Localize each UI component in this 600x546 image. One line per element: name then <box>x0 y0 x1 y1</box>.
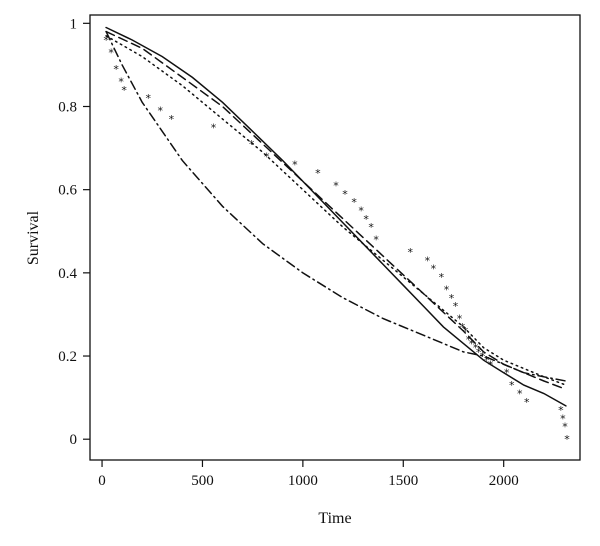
data-point-star: * <box>368 221 374 234</box>
x-tick-label: 1500 <box>388 473 418 489</box>
y-tick-label: 0 <box>70 432 78 448</box>
data-point-star: * <box>453 300 459 313</box>
data-point-star: * <box>108 46 114 59</box>
data-point-star: * <box>509 379 515 392</box>
data-point-star: * <box>476 346 482 359</box>
y-axis-label: Survival <box>25 210 42 265</box>
data-point-star: * <box>460 321 466 334</box>
y-tick-label: 1 <box>70 16 78 32</box>
data-point-star: * <box>449 292 455 305</box>
data-point-star: * <box>113 63 119 76</box>
data-point-star: * <box>564 433 570 446</box>
y-tick-label: 0.2 <box>58 349 77 365</box>
data-point-star: * <box>292 159 298 172</box>
data-point-star: * <box>431 263 437 276</box>
data-point-star: * <box>342 188 348 201</box>
data-point-star: * <box>103 34 109 47</box>
data-point-star: * <box>457 313 463 326</box>
x-tick-label: 2000 <box>489 473 519 489</box>
x-tick-label: 500 <box>191 473 214 489</box>
data-point-star: * <box>169 113 175 126</box>
solid-curve <box>105 26 567 407</box>
data-point-star: * <box>439 271 445 284</box>
data-point-star: * <box>466 333 472 346</box>
y-tick-label: 0.8 <box>58 99 77 115</box>
data-point-star: * <box>118 76 124 89</box>
dotted-curve <box>105 35 567 386</box>
x-axis: 0 500 1000 1500 2000 <box>98 460 519 489</box>
y-axis: 0 0.2 0.4 0.6 0.8 1 <box>58 16 90 448</box>
data-point-star: * <box>469 338 475 351</box>
data-point-star: * <box>249 138 255 151</box>
data-point-star: * <box>560 412 566 425</box>
data-point-star: * <box>408 246 414 259</box>
data-point-star: * <box>158 105 164 118</box>
data-point-star: * <box>363 213 369 226</box>
dash-dot-curve <box>105 30 567 382</box>
x-tick-label: 0 <box>98 473 106 489</box>
data-point-star: * <box>524 396 530 409</box>
data-point-star: * <box>517 387 523 400</box>
data-point-star: * <box>484 354 490 367</box>
x-axis-label: Time <box>318 510 351 527</box>
y-tick-label: 0.6 <box>58 183 77 199</box>
data-point-star: * <box>562 421 568 434</box>
data-point-star: * <box>444 283 450 296</box>
x-tick-label: 1000 <box>288 473 318 489</box>
data-point-star: * <box>504 367 510 380</box>
data-point-star: * <box>211 121 217 134</box>
data-point-star: * <box>425 254 431 267</box>
series-layer: ****************************************… <box>103 26 570 446</box>
data-point-star: * <box>315 167 321 180</box>
data-point-star: * <box>480 350 486 363</box>
data-point-star: * <box>333 180 339 193</box>
data-point-star: * <box>351 196 357 209</box>
star-series: ****************************************… <box>103 34 570 446</box>
data-point-star: * <box>264 150 270 163</box>
dashed-curve <box>105 30 567 391</box>
data-point-star: * <box>145 92 151 105</box>
data-point-star: * <box>473 342 479 355</box>
plot-frame <box>89 14 581 461</box>
data-point-star: * <box>373 234 379 247</box>
data-point-star: * <box>121 84 127 97</box>
y-tick-label: 0.4 <box>58 266 77 282</box>
data-point-star: * <box>558 404 564 417</box>
data-point-star: * <box>463 325 469 338</box>
data-point-star: * <box>358 204 364 217</box>
